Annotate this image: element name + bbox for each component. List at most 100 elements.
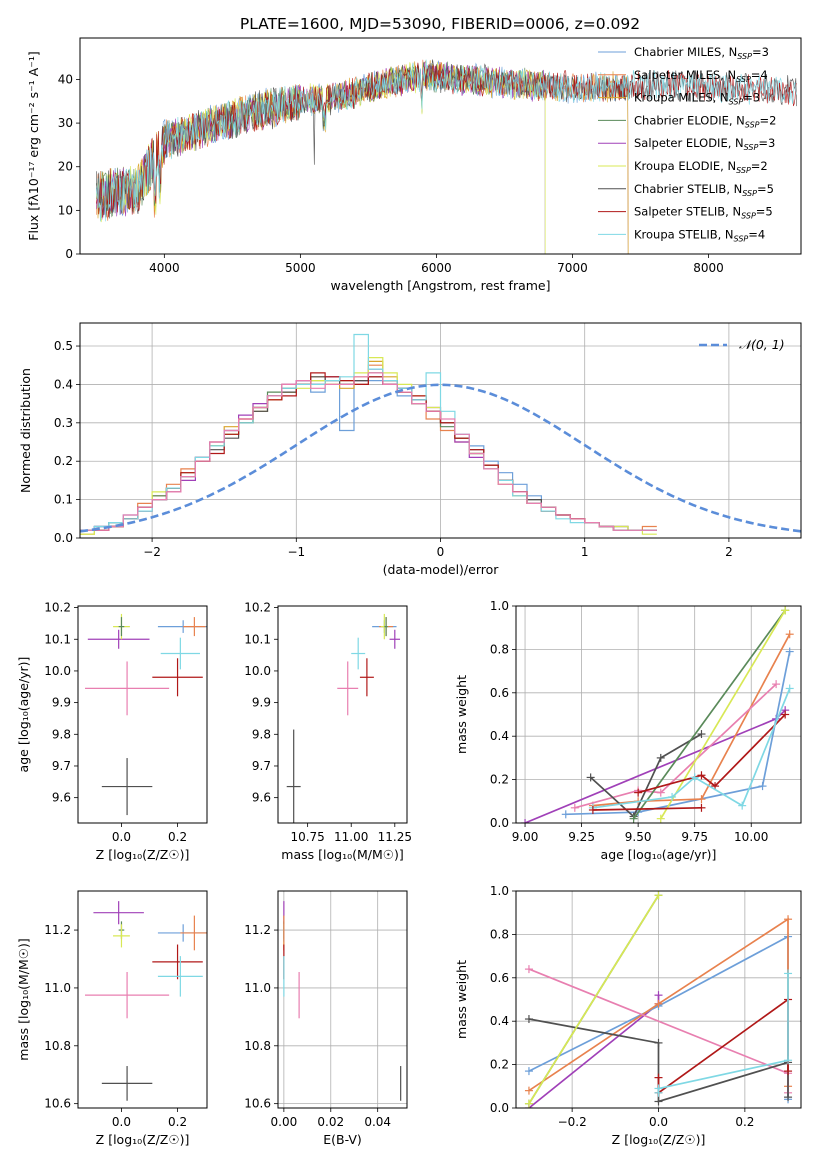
x-axis-label: Z [log₁₀(Z/Z☉)] (612, 1132, 706, 1147)
x-tick-label: 9.25 (568, 830, 595, 844)
mass-weight-line (590, 733, 702, 818)
x-tick-label: 4000 (149, 261, 180, 275)
y-axis-label: mass weight (454, 675, 469, 754)
y-tick-label: 40 (58, 72, 73, 86)
x-axis-label: E(B-V) (323, 1132, 362, 1147)
y-tick-label: 0.4 (54, 377, 73, 391)
x-tick-label: 0.2 (168, 830, 187, 844)
y-tick-label: 10.0 (44, 664, 71, 678)
y-tick-label: 10.1 (44, 632, 71, 646)
axes-frame (277, 890, 408, 1109)
y-tick-label: 0.8 (490, 642, 509, 656)
axes-frame (77, 605, 208, 824)
x-tick-label: 0.00 (271, 1115, 298, 1129)
x-tick-label: −2 (143, 545, 161, 559)
histogram-step (80, 333, 657, 531)
mass-weight-line (592, 688, 791, 809)
mass-weight-vs-metallicity-panel: −0.2 0.0 0.2 0.0 0.2 0.4 0.6 0.8 1.0 Z [log₁₀(Z/Z… (454, 884, 802, 1147)
x-tick-label: 5000 (285, 261, 316, 275)
y-axis-label: mass [log₁₀(M/M☉)] (16, 938, 31, 1060)
legend-entry: Kroupa STELIB, NSSP=4 (634, 227, 765, 243)
histogram-step (80, 360, 657, 535)
histogram-step (80, 376, 657, 531)
y-tick-label: 0.2 (490, 1058, 509, 1072)
legend-entry: Salpeter STELIB, NSSP=5 (634, 205, 773, 221)
y-axis-label: mass weight (454, 960, 469, 1039)
spectrum-panel: 4000 5000 6000 7000 8000 0 10 20 30 40 wavelength … (26, 37, 802, 293)
x-tick-label: 1 (581, 545, 589, 559)
x-tick-label: 0.0 (112, 830, 131, 844)
plot-area (80, 333, 801, 535)
legend-entry: Chabrier MILES, NSSP=3 (634, 45, 769, 61)
mass-weight-line (574, 683, 777, 809)
x-tick-label: 2 (725, 545, 733, 559)
y-tick-label: 9.7 (52, 759, 71, 773)
mass-weight-line (632, 609, 786, 820)
y-tick-label: 10.6 (244, 1097, 271, 1111)
histogram-step (80, 372, 657, 531)
x-axis-label: mass [log₁₀(M/M☉)] (281, 847, 403, 862)
age-vs-mass-panel: 10.75 11.00 11.25 9.6 9.7 9.8 9.9 10.0 10.1 10.2 m… (244, 601, 412, 862)
y-tick-label: 1.0 (490, 599, 509, 613)
y-tick-label: 11.0 (44, 981, 71, 995)
y-tick-label: 9.6 (252, 791, 271, 805)
mass-weight-vs-age-panel: 9.00 9.25 9.50 9.75 10.00 0.0 0.2 0.4 0.6 0.8 1.0 a… (454, 599, 802, 862)
x-tick-label: 6000 (421, 261, 452, 275)
axes-frame (77, 890, 208, 1109)
mass-weight-line (637, 713, 786, 794)
x-tick-label: 0 (437, 545, 445, 559)
y-tick-label: 9.9 (52, 696, 71, 710)
legend-entry: Chabrier STELIB, NSSP=5 (634, 182, 774, 198)
legend-entry: Salpeter ELODIE, NSSP=3 (634, 136, 775, 152)
y-tick-label: 10.2 (244, 601, 271, 615)
histogram-step (80, 364, 657, 531)
mass-weight-line (592, 806, 702, 811)
plot-area (96, 59, 797, 254)
axes-frame (515, 605, 802, 824)
x-tick-label: −1 (287, 545, 305, 559)
plot-area (524, 891, 793, 1108)
x-tick-label: 11.25 (378, 830, 412, 844)
y-tick-label: 0.2 (490, 773, 509, 787)
y-tick-label: 11.2 (44, 923, 71, 937)
y-tick-label: 9.7 (252, 759, 271, 773)
x-axis-label: Z [log₁₀(Z/Z☉)] (96, 847, 190, 862)
legend-entry: Chabrier ELODIE, NSSP=2 (634, 113, 776, 129)
plot-area (85, 613, 207, 816)
y-axis-label: Flux [fλ10⁻¹⁷ erg cm⁻² s⁻¹ A⁻¹] (26, 51, 41, 240)
y-tick-label: 10.8 (44, 1039, 71, 1053)
histogram-step (80, 372, 657, 531)
y-tick-label: 0.0 (54, 531, 73, 545)
y-tick-label: 30 (58, 116, 73, 130)
x-axis-label: wavelength [Angstrom, rest frame] (330, 278, 550, 293)
plot-area (286, 613, 401, 823)
y-tick-label: 0.6 (490, 971, 509, 985)
axes-frame (79, 37, 802, 255)
mass-weight-line (657, 997, 789, 1095)
axes-frame (277, 605, 408, 824)
y-tick-label: 10.6 (44, 1097, 71, 1111)
y-tick-label: 0.1 (54, 493, 73, 507)
plot-area (283, 901, 402, 1101)
y-axis-label: age [log₁₀(age/yr)] (16, 657, 31, 773)
y-axis-label: Normed distribution (18, 368, 33, 493)
y-tick-label: 0.2 (54, 454, 73, 468)
x-tick-label: 7000 (557, 261, 588, 275)
y-tick-label: 9.9 (252, 696, 271, 710)
residual-histogram-panel: −2 −1 0 1 2 0.0 0.1 0.2 0.3 0.4 0.5 (data-model)/er… (18, 322, 802, 577)
plot-area (85, 901, 207, 1101)
x-tick-label: 9.50 (625, 830, 652, 844)
mass-weight-line (528, 894, 660, 1105)
x-tick-label: 0.04 (364, 1115, 391, 1129)
mass-weight-line (592, 633, 791, 807)
x-tick-label: 0.02 (317, 1115, 344, 1129)
y-tick-label: 9.6 (52, 791, 71, 805)
mass-vs-metallicity-panel: 0.0 0.2 10.6 10.8 11.0 11.2 Z [log₁₀(Z/Z☉)] mas… (16, 890, 208, 1147)
legend-entry: Salpeter MILES, NSSP=4 (634, 68, 768, 84)
x-tick-label: 9.75 (681, 830, 708, 844)
plot-area (521, 606, 794, 823)
x-tick-label: 0.0 (649, 1115, 668, 1129)
y-tick-label: 0.4 (490, 729, 509, 743)
x-axis-label: (data-model)/error (383, 562, 500, 577)
